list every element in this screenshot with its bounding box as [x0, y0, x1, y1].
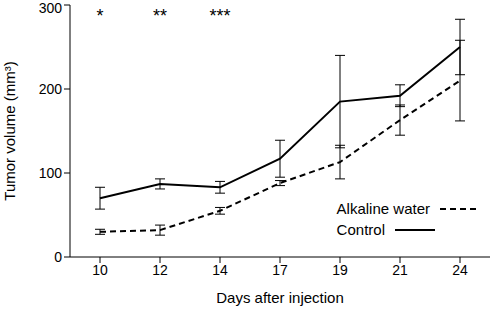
svg-text:***: ***: [209, 6, 230, 26]
html-text:Control: Control: [336, 221, 385, 238]
svg-text:100: 100: [39, 165, 63, 181]
svg-text:21: 21: [392, 262, 408, 278]
svg-text:10: 10: [92, 262, 108, 278]
svg-text:14: 14: [212, 262, 228, 278]
svg-text:12: 12: [152, 262, 168, 278]
svg-text:*: *: [96, 6, 103, 26]
html-text:Alkaline water: Alkaline water: [336, 200, 430, 217]
svg-text:Days after injection: Days after injection: [216, 289, 344, 306]
svg-text:19: 19: [332, 262, 348, 278]
svg-text:**: **: [153, 6, 167, 26]
svg-text:300: 300: [39, 0, 63, 16]
svg-text:24: 24: [452, 262, 468, 278]
svg-text:200: 200: [39, 81, 63, 97]
svg-text:0: 0: [54, 249, 62, 265]
svg-text:Tumor volume (mm³): Tumor volume (mm³): [8, 61, 18, 200]
svg-text:17: 17: [272, 262, 288, 278]
